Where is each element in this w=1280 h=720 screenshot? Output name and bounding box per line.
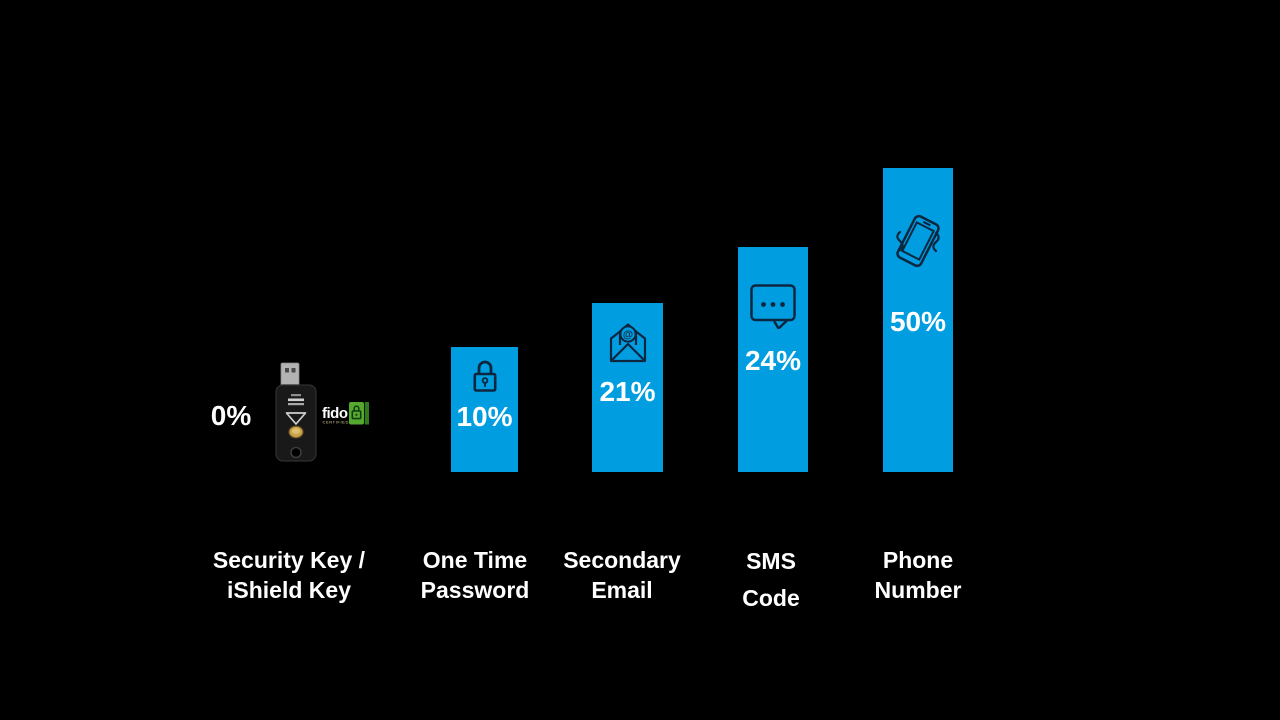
category-label-line: Password bbox=[420, 577, 530, 603]
usb-slot bbox=[285, 368, 289, 373]
category-label-line: Email bbox=[591, 577, 653, 603]
fido-lock-shackle bbox=[353, 405, 360, 411]
key-print bbox=[288, 403, 304, 406]
sms-bubble-icon bbox=[750, 284, 796, 329]
category-label-line: Secondary bbox=[563, 547, 681, 573]
key-chevron bbox=[285, 412, 307, 425]
fido-lock-body bbox=[351, 410, 362, 420]
category-label-line: Code bbox=[742, 585, 800, 611]
bar-sms-code: 24% bbox=[738, 247, 808, 472]
usb-security-key-icon: fido CERTIFIED bbox=[275, 362, 369, 462]
value-label-security-key: 0% bbox=[210, 400, 252, 431]
fido-certified-badge: fido CERTIFIED bbox=[322, 402, 369, 425]
key-print bbox=[291, 394, 301, 397]
bar-phone-number: 50% bbox=[883, 168, 953, 472]
category-label-sms-code: SMS Code bbox=[651, 543, 891, 617]
key-print bbox=[288, 398, 304, 402]
bar-value-label: 10% bbox=[456, 401, 513, 432]
usb-connector bbox=[280, 362, 300, 387]
usb-slot bbox=[291, 368, 296, 373]
vibrating-phone-icon bbox=[896, 214, 940, 268]
category-label-one-time-password: One Time Password bbox=[355, 545, 595, 605]
category-label-line: One Time bbox=[422, 547, 528, 573]
category-label-security-key: Security Key / iShield Key bbox=[169, 545, 409, 605]
key-gold-highlight bbox=[292, 428, 300, 434]
bar-secondary-email: @ 21% bbox=[592, 303, 663, 472]
padlock-icon bbox=[472, 360, 496, 392]
fido-caption-text: CERTIFIED bbox=[323, 420, 349, 425]
bar-one-time-password: 10% bbox=[451, 347, 518, 472]
category-label-phone-number: Phone Number bbox=[798, 545, 1038, 605]
email-at-icon: @ bbox=[609, 323, 646, 363]
usb-security-key-image: fido CERTIFIED bbox=[264, 360, 378, 466]
category-label-line: Security Key / bbox=[212, 547, 366, 573]
category-label-line: Number bbox=[874, 577, 962, 603]
category-label-line: iShield Key bbox=[227, 577, 351, 603]
at-glyph: @ bbox=[622, 328, 632, 340]
fido-logo-text: fido bbox=[322, 405, 348, 422]
category-label-line: SMS bbox=[746, 548, 796, 574]
category-label-secondary-email: Secondary Email bbox=[502, 545, 742, 605]
bar-value-label: 50% bbox=[889, 306, 947, 337]
bar-value-label: 24% bbox=[744, 345, 802, 376]
fido-badge-strip bbox=[364, 402, 369, 425]
key-lanyard-hole bbox=[290, 446, 302, 459]
fido-lock-keyhole bbox=[355, 413, 358, 416]
category-label-line: Phone bbox=[882, 547, 954, 573]
bar-value-label: 21% bbox=[599, 376, 656, 407]
